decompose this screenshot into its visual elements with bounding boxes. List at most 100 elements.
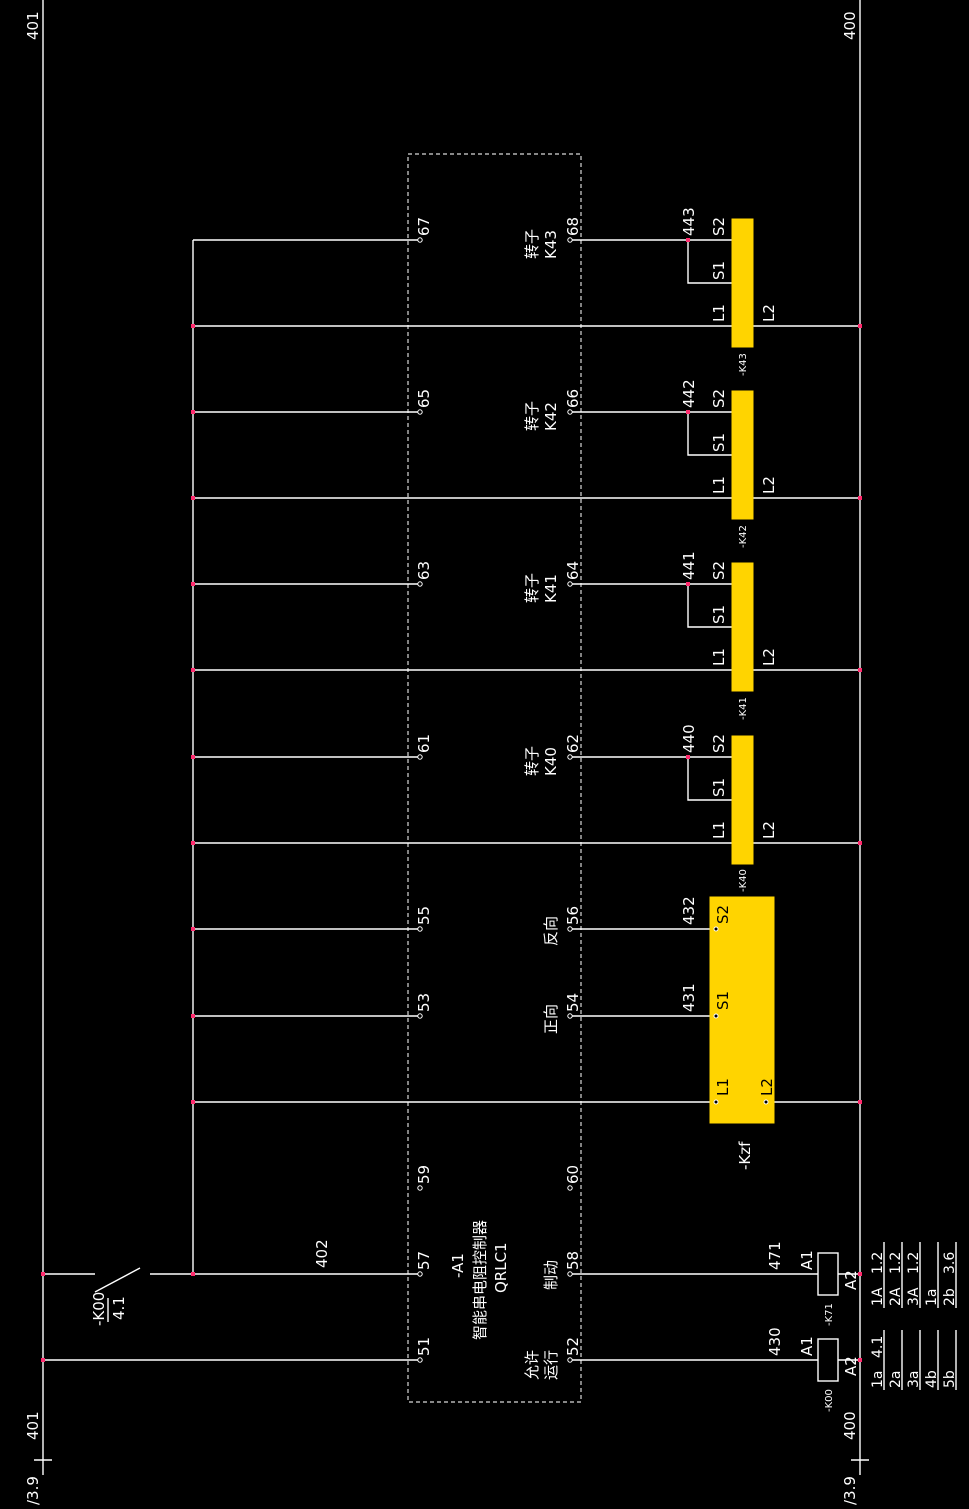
xref-k71-r1-c2: 1.2 — [870, 1252, 886, 1274]
relay-k41: 441 S2 S1 L1 L2 -K41 — [680, 551, 778, 720]
terminal-53: 53 — [415, 993, 433, 1012]
controller-left-terminals — [417, 237, 423, 1363]
terminal-59: 59 — [415, 1165, 433, 1184]
terminal-64: 64 — [564, 561, 582, 580]
k41-pin-l1: L1 — [710, 648, 728, 666]
kzf-pin-l1: L1 — [714, 1078, 732, 1096]
func-allow-run-2: 运行 — [542, 1350, 560, 1380]
k43-jumper — [687, 240, 732, 284]
coil-k71-a1: A1 — [798, 1250, 816, 1270]
xref-k71-r2-c2: 1.2 — [888, 1252, 904, 1274]
rail-400-label-top: 400 — [841, 11, 859, 40]
xref-k00-r1-c1: 1a — [870, 1371, 886, 1389]
kzf-pin-s2: S2 — [714, 905, 732, 924]
k43-pin-s1: S1 — [710, 261, 728, 280]
terminal-54: 54 — [564, 993, 582, 1012]
k42-wire-label: 442 — [680, 379, 698, 408]
relay-k42: 442 S2 S1 L1 L2 -K42 — [680, 379, 778, 548]
kzf-name: -Kzf — [736, 1141, 754, 1170]
xref-k71-r3-c2: 1.2 — [906, 1252, 922, 1274]
k41-pin-s2: S2 — [710, 561, 728, 580]
kzf-relay — [709, 896, 775, 1124]
k40-pin-l2: L2 — [760, 821, 778, 839]
rail-400-ref: /3.9 — [841, 1476, 859, 1505]
terminal-56: 56 — [564, 906, 582, 925]
kzf-pin-s1: S1 — [714, 991, 732, 1010]
controller-desc: 智能串电阻控制器 — [471, 1220, 489, 1340]
k00-contact-name: -K00 — [90, 1292, 108, 1326]
xref-k00-table: 1a 4.1 2a 3a 4b 5b — [870, 1330, 958, 1390]
func-rotor-k43-2: K43 — [542, 230, 560, 259]
func-forward: 正向 — [542, 1004, 560, 1034]
terminal-61: 61 — [415, 734, 433, 753]
xref-k71-r5-c2: 3.6 — [942, 1252, 958, 1274]
k42-pin-l1: L1 — [710, 476, 728, 494]
k40-wire-label: 440 — [680, 724, 698, 753]
k40-pin-l1: L1 — [710, 821, 728, 839]
xref-k00-r4-c1: 4b — [924, 1370, 940, 1388]
controller-model: QRLC1 — [492, 1242, 510, 1293]
xref-k71-r1-c1: 1A — [870, 1287, 886, 1306]
terminal-52: 52 — [564, 1337, 582, 1356]
rail-401-ref: /3.9 — [24, 1476, 42, 1505]
xref-k71-r5-c1: 2b — [942, 1288, 958, 1306]
terminal-63: 63 — [415, 561, 433, 580]
wire-402-label: 402 — [313, 1239, 331, 1268]
k41-pin-s1: S1 — [710, 605, 728, 624]
wire-432-label: 432 — [680, 896, 698, 925]
func-reverse: 反向 — [542, 916, 560, 946]
rail-401-label-bottom: 401 — [24, 1411, 42, 1440]
junction-dots — [41, 238, 862, 1362]
k43-name: -K43 — [738, 353, 749, 376]
terminal-58: 58 — [564, 1251, 582, 1270]
k42-pin-s2: S2 — [710, 389, 728, 408]
controller-right-terminals — [567, 237, 573, 1363]
func-rotor-k41-2: K41 — [542, 574, 560, 603]
k42-name: -K42 — [738, 525, 749, 548]
func-rotor-k42-1: 转子 — [523, 401, 541, 431]
xref-k71-r3-c1: 3A — [906, 1287, 922, 1306]
func-brake: 制动 — [542, 1260, 560, 1290]
wire-430-label: 430 — [766, 1327, 784, 1356]
terminal-67: 67 — [415, 217, 433, 236]
func-rotor-k40-2: K40 — [542, 747, 560, 776]
func-rotor-k43-1: 转子 — [523, 229, 541, 259]
k41-pin-l2: L2 — [760, 648, 778, 666]
terminal-57: 57 — [415, 1251, 433, 1270]
k43-pin-l1: L1 — [710, 304, 728, 322]
coil-k00-name: -K00 — [824, 1389, 835, 1412]
coil-k00-a1: A1 — [798, 1336, 816, 1356]
xref-k71-r2-c1: 2A — [888, 1287, 904, 1306]
func-allow-run-1: 允许 — [523, 1350, 541, 1380]
k43-wire-label: 443 — [680, 207, 698, 236]
k41-name: -K41 — [738, 697, 749, 720]
terminal-66: 66 — [564, 389, 582, 408]
controller-box — [407, 153, 582, 1403]
k42-pin-s1: S1 — [710, 433, 728, 452]
xref-k71-r4-c1: 1a — [924, 1289, 940, 1307]
k40-jumper — [687, 757, 732, 801]
k40-pin-s1: S1 — [710, 778, 728, 797]
controller-name: -A1 — [449, 1253, 467, 1278]
k00-contact-blade — [94, 1267, 141, 1293]
terminal-62: 62 — [564, 734, 582, 753]
terminal-68: 68 — [564, 217, 582, 236]
relay-k40: 440 S2 S1 L1 L2 -K40 — [680, 724, 778, 892]
wire-431-label: 431 — [680, 983, 698, 1012]
xref-k00-r5-c1: 5b — [942, 1370, 958, 1388]
rail-401-label-top: 401 — [24, 11, 42, 40]
k41-jumper — [687, 584, 732, 628]
coil-k00-a2: A2 — [842, 1356, 860, 1376]
xref-k00-r1-c2: 4.1 — [870, 1336, 886, 1358]
coil-k00 — [817, 1338, 839, 1382]
k40-pin-s2: S2 — [710, 734, 728, 753]
func-rotor-k40-1: 转子 — [523, 746, 541, 776]
coil-k71-a2: A2 — [842, 1270, 860, 1290]
k42-jumper — [687, 412, 732, 456]
kzf-pin-l2: L2 — [758, 1078, 776, 1096]
xref-k00-r2-c1: 2a — [888, 1371, 904, 1389]
func-rotor-k42-2: K42 — [542, 402, 560, 431]
xref-k00-r3-c1: 3a — [906, 1371, 922, 1389]
k43-pin-s2: S2 — [710, 217, 728, 236]
